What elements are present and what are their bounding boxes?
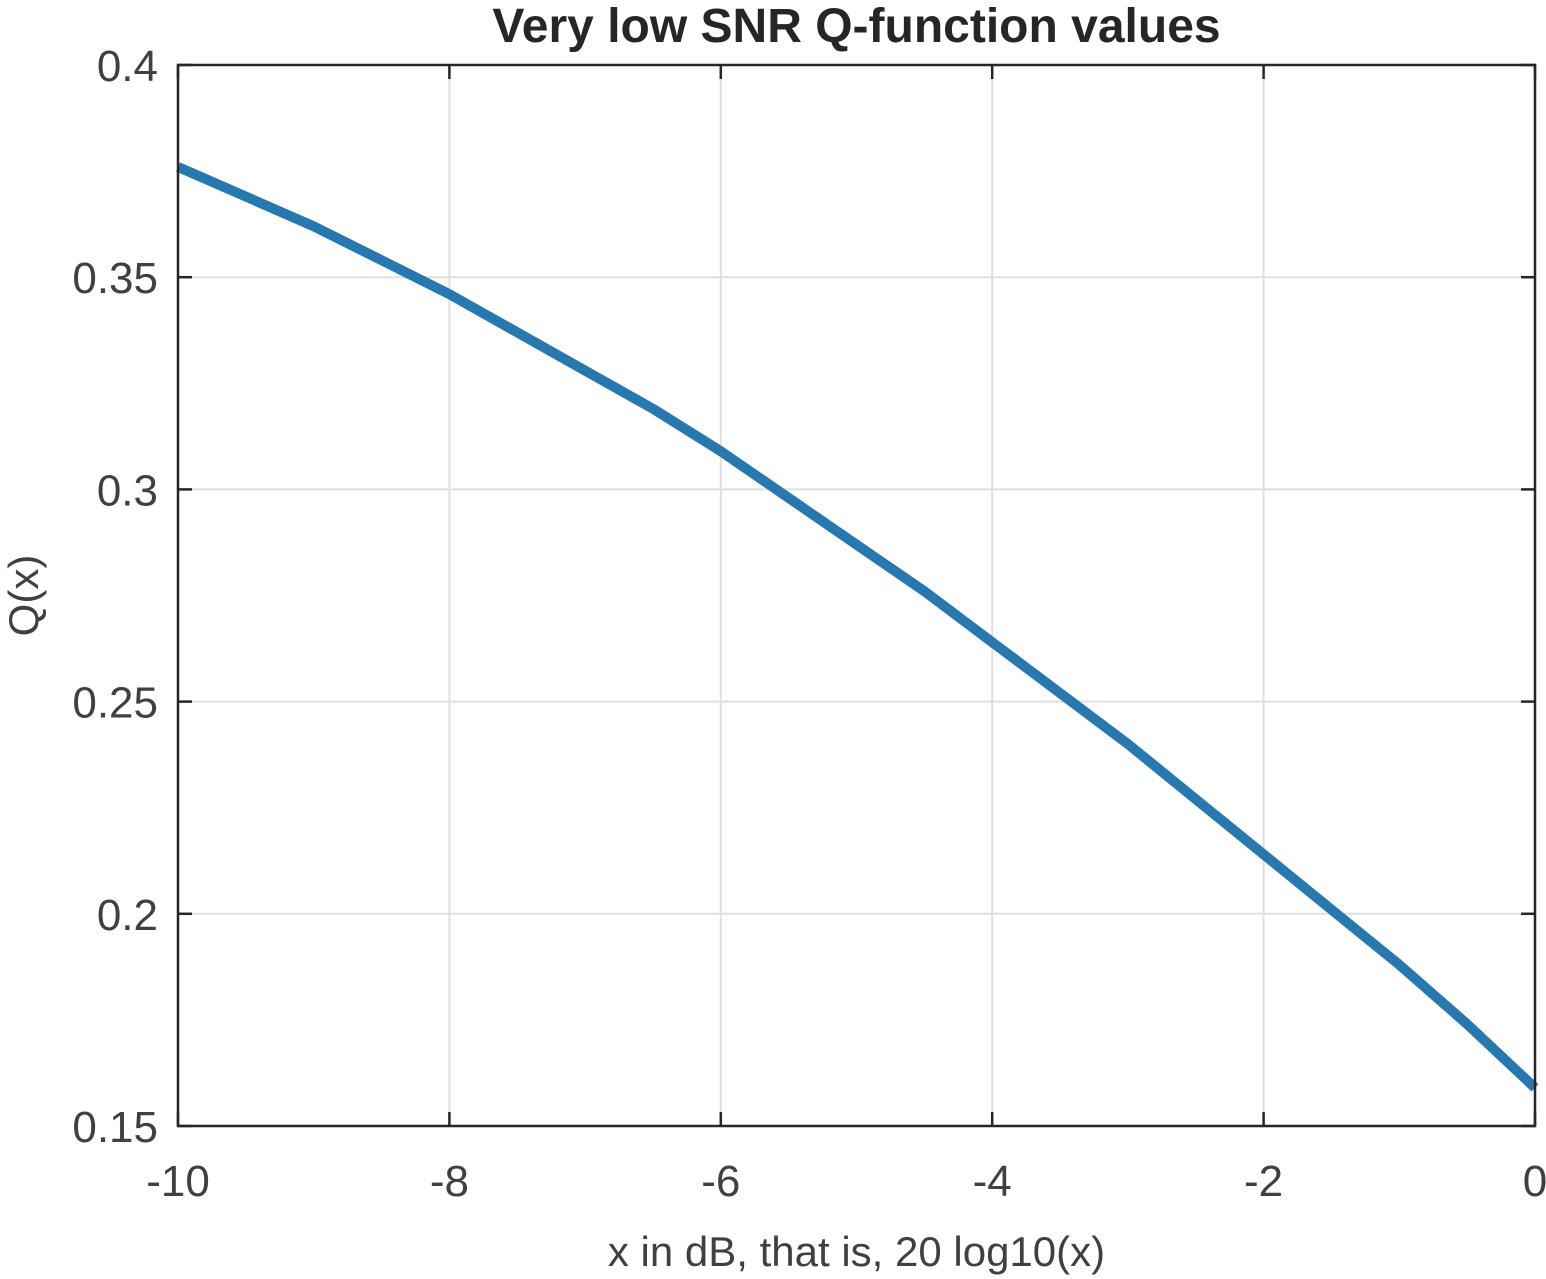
y-tick-labels: 0.15 0.2 0.25 0.3 0.35 0.4 xyxy=(72,42,158,1152)
series-layer xyxy=(175,162,1539,1092)
x-tick-label: -10 xyxy=(146,1157,210,1206)
x-tick-label: 0 xyxy=(1523,1157,1546,1206)
y-tick-label: 0.4 xyxy=(97,42,158,91)
plot-frame xyxy=(176,63,1537,1128)
x-axis-label: x in dB, that is, 20 log10(x) xyxy=(608,1228,1105,1275)
chart-title: Very low SNR Q-function values xyxy=(492,0,1220,53)
y-tick-label: 0.25 xyxy=(72,679,158,728)
x-tick-label: -4 xyxy=(973,1157,1012,1206)
x-tick-label: -2 xyxy=(1244,1157,1283,1206)
y-tick-label: 0.3 xyxy=(97,466,158,515)
x-tick-label: -8 xyxy=(430,1157,469,1206)
x-tick-label: -6 xyxy=(701,1157,740,1206)
series-line xyxy=(175,162,1539,1092)
y-tick-label: 0.35 xyxy=(72,254,158,303)
y-tick-label: 0.15 xyxy=(72,1103,158,1152)
y-tick-label: 0.2 xyxy=(97,891,158,940)
y-axis-label: Q(x) xyxy=(0,555,47,637)
x-tick-labels: -10 -8 -6 -4 -2 0 xyxy=(146,1157,1546,1206)
grid-lines xyxy=(177,64,1536,1127)
tick-marks xyxy=(176,63,1537,1128)
